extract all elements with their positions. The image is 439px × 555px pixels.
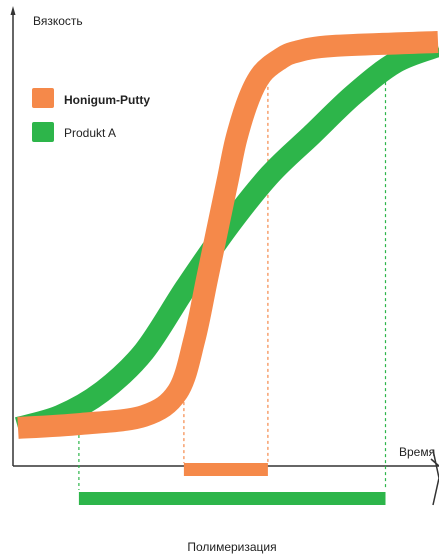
x-axis-label: Время [399,445,435,459]
legend-swatch-produkt-a [32,122,54,142]
series-line-honigum-putty [17,31,439,439]
y-axis-arrow [10,6,16,15]
range-bar-0 [183,463,268,476]
y-axis-label: Вязкость [33,14,83,28]
legend-label-honigum: Honigum-Putty [64,93,150,107]
range-bars [78,463,386,505]
legend-swatch-honigum [32,88,54,108]
range-bar-1 [78,492,386,505]
legend-label-produkt-a: Produkt A [64,126,116,140]
polymerization-label: Полимеризация [187,540,276,554]
curves [14,31,439,439]
bracket-line [432,449,439,506]
legend: Honigum-Putty Produkt A [32,88,150,142]
